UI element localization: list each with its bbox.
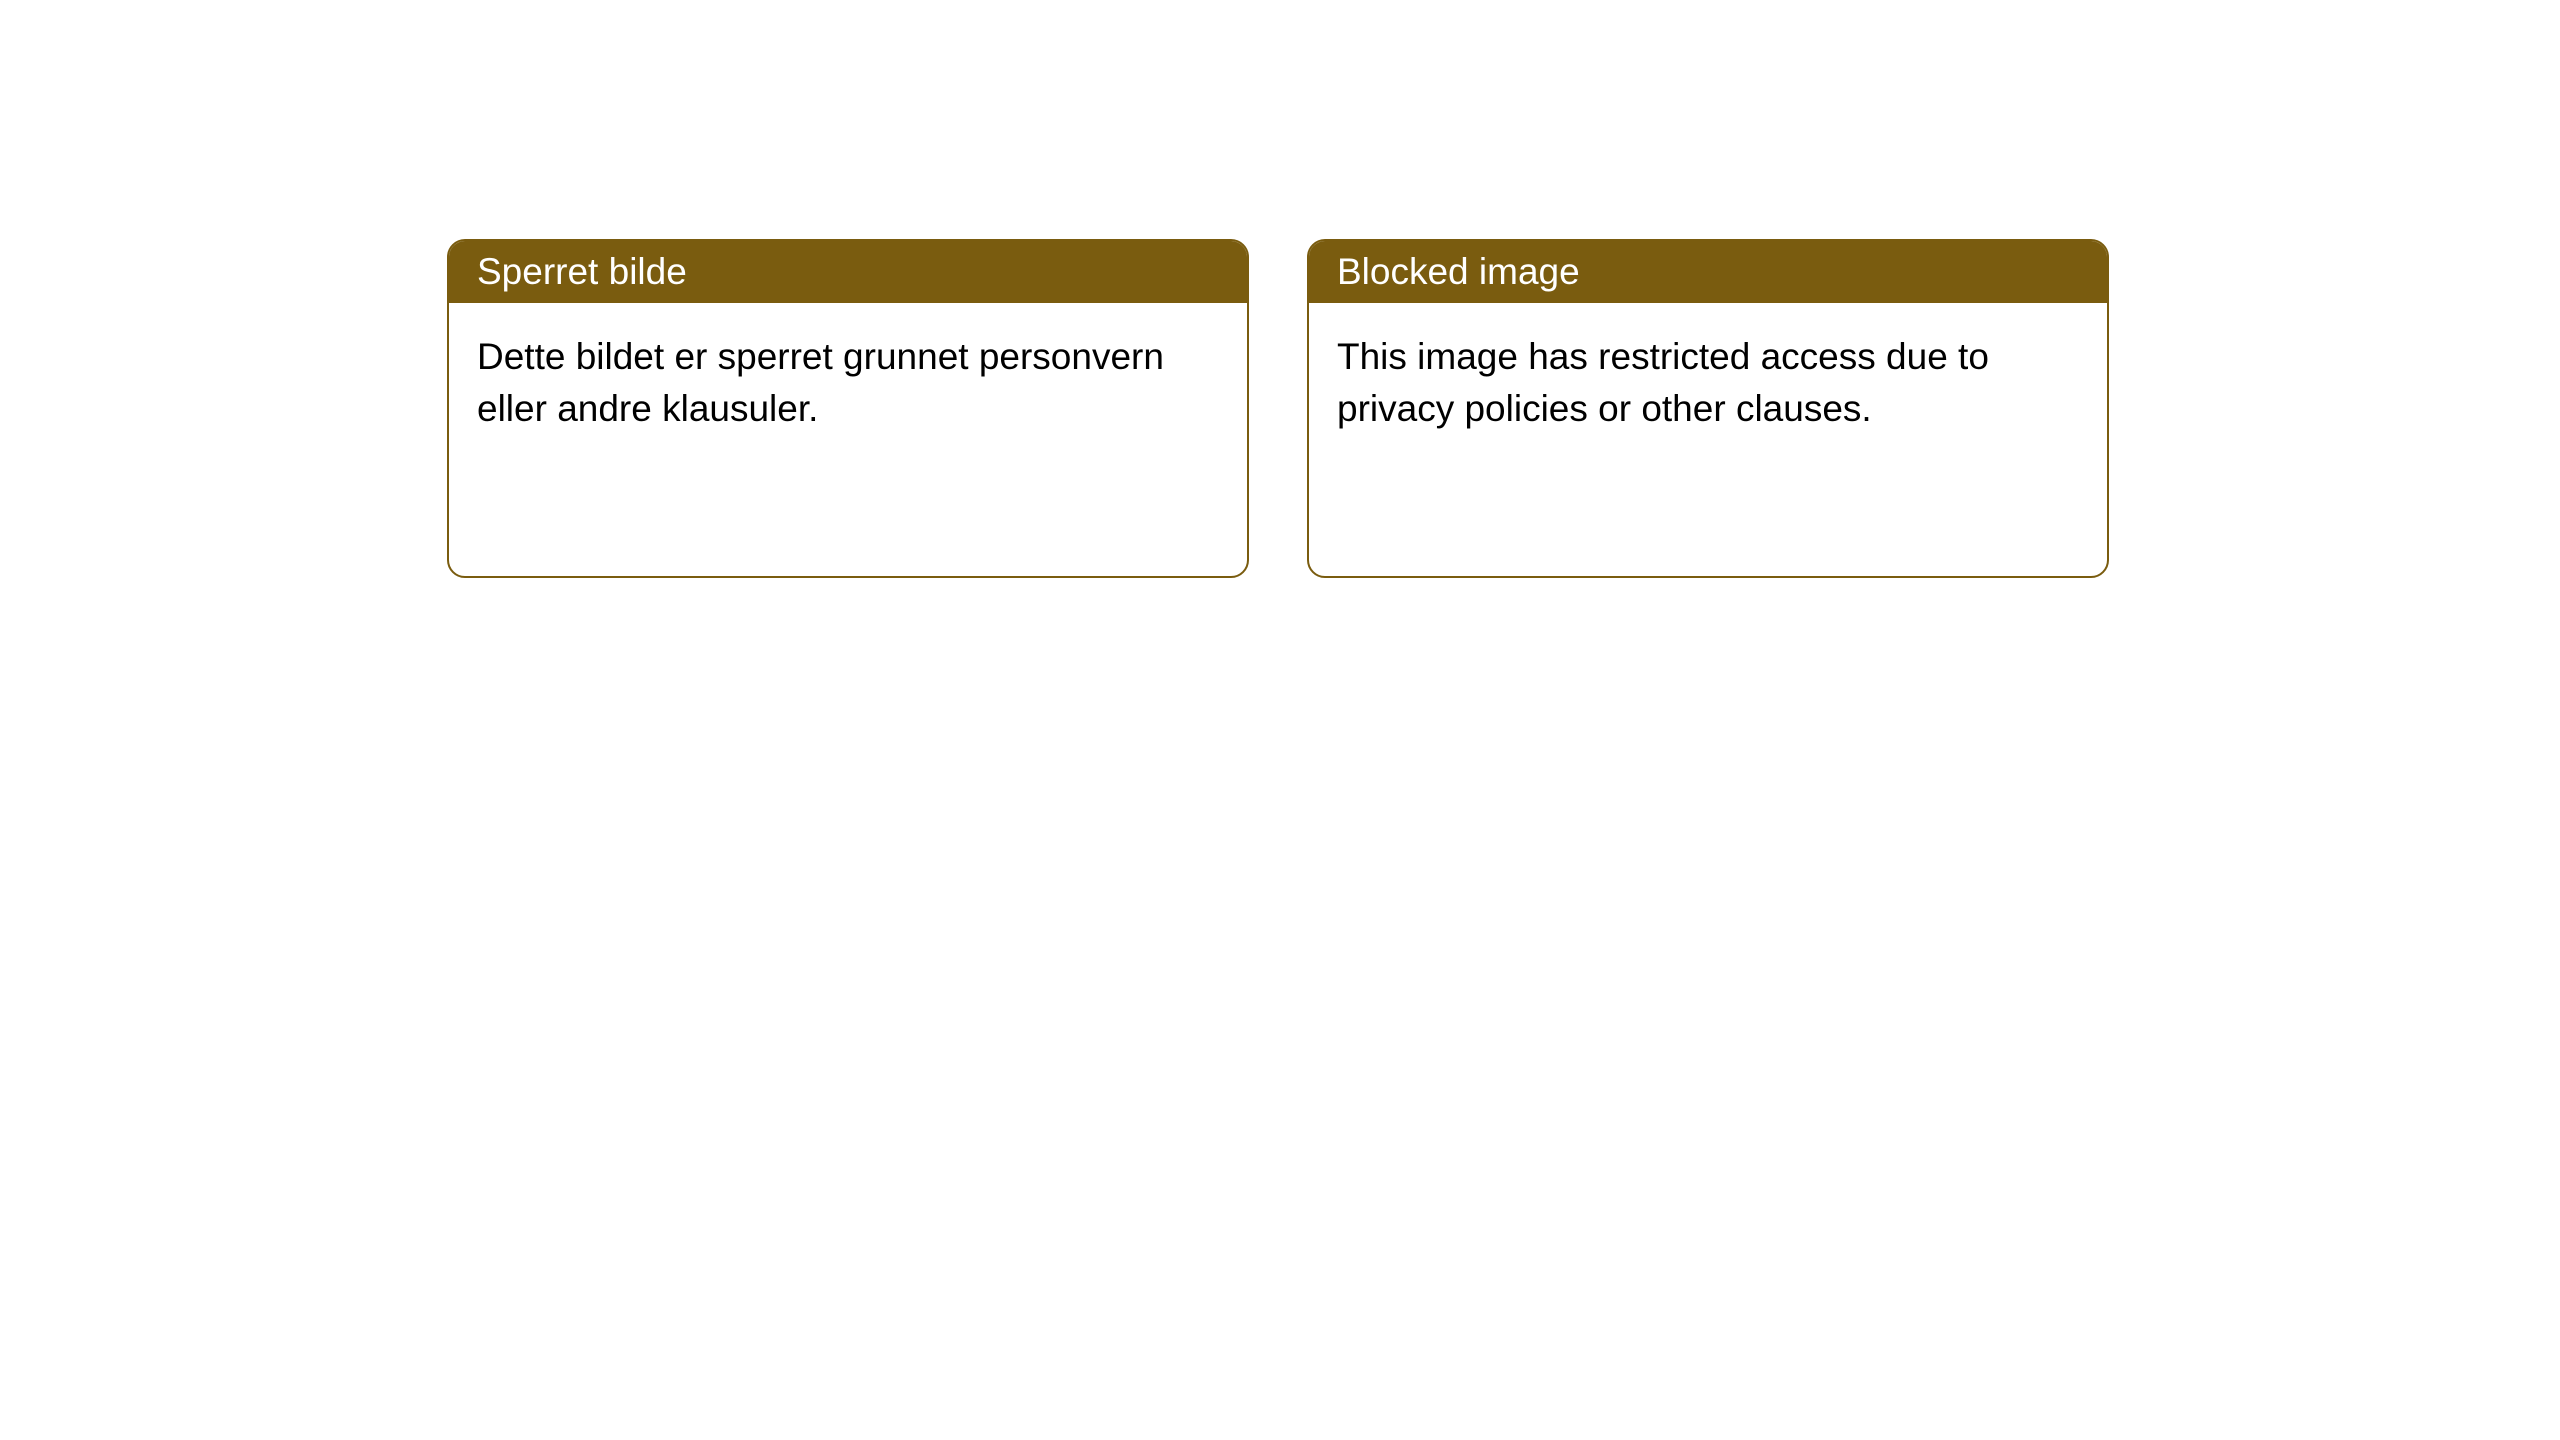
notice-body-text: This image has restricted access due to … [1337, 336, 1989, 429]
notice-header-text: Sperret bilde [477, 251, 687, 293]
notice-body-norwegian: Dette bildet er sperret grunnet personve… [449, 303, 1247, 463]
notice-header-english: Blocked image [1309, 241, 2107, 303]
notices-container: Sperret bilde Dette bildet er sperret gr… [447, 239, 2109, 578]
notice-body-text: Dette bildet er sperret grunnet personve… [477, 336, 1164, 429]
notice-header-text: Blocked image [1337, 251, 1580, 293]
notice-box-norwegian: Sperret bilde Dette bildet er sperret gr… [447, 239, 1249, 578]
notice-header-norwegian: Sperret bilde [449, 241, 1247, 303]
notice-body-english: This image has restricted access due to … [1309, 303, 2107, 463]
notice-box-english: Blocked image This image has restricted … [1307, 239, 2109, 578]
